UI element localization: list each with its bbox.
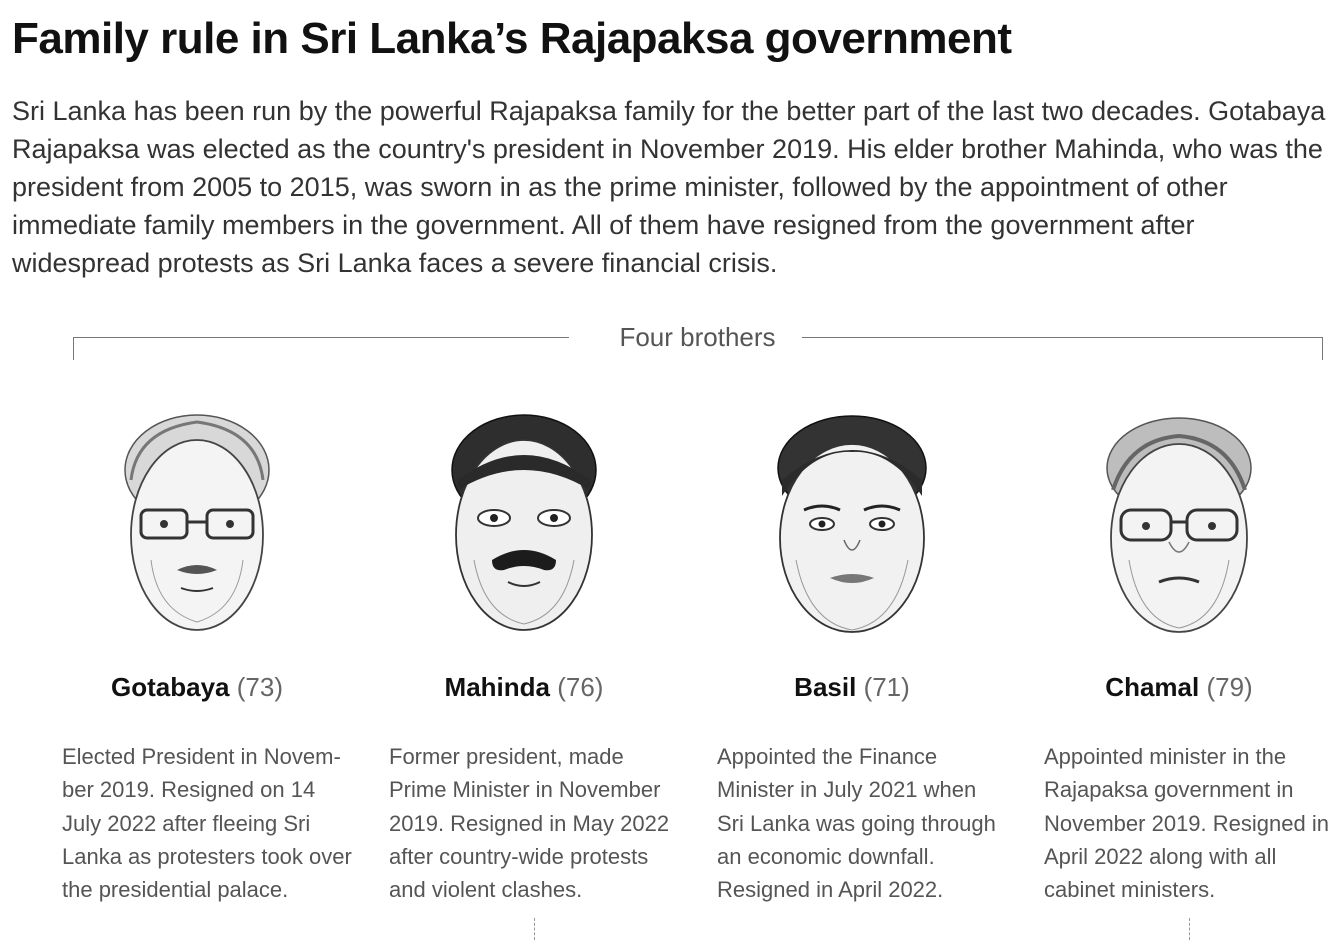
brother-age: (71) [863,672,910,702]
brother-name: Mahinda [444,672,550,702]
connector-dashed-line [1189,918,1190,940]
portrait-basil [777,415,927,633]
brother-description: Former president, made Prime Minister in… [389,744,670,903]
brother-age: (73) [236,672,283,702]
brother-name: Gotabaya [111,672,230,702]
bracket-left-line [73,337,569,360]
brother-description: Appointed the Finance Minister in July 2… [717,744,996,903]
brother-name-line: Chamal (79) [1014,672,1344,703]
page-title: Family rule in Sri Lanka’s Rajapaksa gov… [12,14,1012,63]
brother-age: (79) [1206,672,1253,702]
brother-description: Elected President in Novem-ber 2019. Res… [62,744,352,903]
portrait-mahinda [451,414,597,631]
group-bracket [73,337,1323,361]
brother-name-line: Mahinda (76) [359,672,689,703]
brother-description: Appointed minister in the Rajapaksa gove… [1044,744,1329,903]
group-label: Four brothers [619,322,776,352]
portrait-chamal [1106,417,1252,633]
brother-name-line: Gotabaya (73) [32,672,362,703]
connector-dashed-line [534,918,535,940]
brother-name: Basil [794,672,857,702]
brother-name-line: Basil (71) [687,672,1017,703]
intro-paragraph: Sri Lanka has been run by the powerful R… [12,96,1326,278]
portrait-gotabaya [124,414,270,631]
brother-age: (76) [557,672,604,702]
bracket-right-line [802,337,1323,360]
brother-name: Chamal [1105,672,1200,702]
